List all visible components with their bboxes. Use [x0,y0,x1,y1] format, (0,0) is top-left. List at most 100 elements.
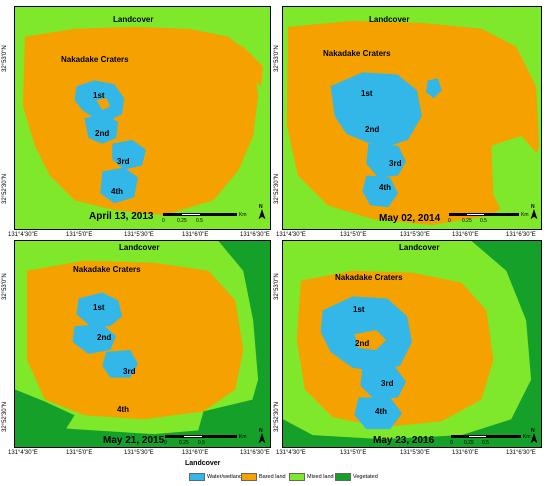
water-3rd [360,365,407,400]
x-tick-bl-4: 131°6'0"E [182,450,209,456]
landcover-title: Landcover [369,15,410,24]
map-panel-2016: Landcover Nakadake Craters 1st 2nd 3rd 4… [282,240,542,448]
map-legend: Landcover Water/wetland Bared land Mixed… [185,460,385,484]
crater-label-2nd: 2nd [95,129,110,138]
y-tick-panel2-b: 32°52'30"N [274,173,280,204]
nakadake-craters-title: Nakadake Craters [61,55,129,64]
north-arrow-icon: N [257,428,267,444]
bared-land-area [22,26,259,216]
x-tick-left-4: 131°6'0"E [182,232,209,238]
map-panel-2014: Landcover Nakadake Craters 1st 2nd 3rd 4… [282,6,542,230]
legend-item-water: Water/wetland [189,473,242,481]
scale-label-025: 0.25 [464,440,474,446]
scale-label-0: 0 [448,218,451,224]
y-tick-panel1-b: 32°52'30"N [2,173,8,204]
scale-label-km: Km [523,434,531,440]
scale-label-0: 0 [162,218,165,224]
scale-label-025: 0.25 [179,440,189,446]
legend-item-vegetated: Vegetated [335,473,378,481]
scale-label-025: 0.25 [462,218,472,224]
crater-label-2nd: 2nd [355,339,370,348]
landcover-map-2013 [15,7,270,229]
date-label: May 21, 2015 [103,435,165,446]
x-tick-left-1: 131°4'30"E [8,232,38,238]
water-crater-2nd [84,114,119,144]
scale-label-0: 0 [164,440,167,446]
x-tick-bl-3: 131°5'30"E [124,450,154,456]
x-tick-br-5: 131°6'30"E [506,450,536,456]
date-label: April 13, 2013 [89,211,154,222]
scale-label-05: 0.5 [198,440,205,446]
crater-label-1st: 1st [93,91,105,100]
y-tick-panel4-a: 32°53'0"N [274,273,280,300]
y-tick-panel2-a: 32°53'0"N [274,45,280,72]
scale-label-0: 0 [450,440,453,446]
mixed-patch-east [491,135,540,229]
crater-label-3rd: 3rd [123,367,136,376]
y-tick-panel1-a: 32°53'0"N [2,45,8,72]
x-tick-left-3: 131°5'30"E [124,232,154,238]
crater-label-3rd: 3rd [117,157,130,166]
water-crater-4th [100,167,139,204]
crater-label-4th: 4th [117,405,129,414]
landcover-title: Landcover [119,243,160,252]
vegetated-swatch [335,473,351,481]
x-tick-br-2: 131°5'0"E [340,450,367,456]
scale-bar: 0 0.25 0.5 Km [164,434,247,447]
x-tick-right-5: 131°6'30"E [506,232,536,238]
bared-land-area [26,260,244,420]
x-tick-bl-2: 131°5'0"E [66,450,93,456]
crater-label-3rd: 3rd [389,159,402,168]
north-arrow-icon: N [257,204,267,220]
scale-bar: 0 0.25 0.5 Km [448,212,531,227]
crater-label-4th: 4th [379,183,391,192]
legend-title: Landcover [185,460,221,467]
x-tick-br-3: 131°5'30"E [400,450,430,456]
crater-label-2nd: 2nd [365,125,380,134]
crater-label-3rd: 3rd [381,379,394,388]
landcover-map-2014 [283,7,541,229]
x-tick-right-1: 131°4'30"E [276,232,306,238]
water-swatch [189,473,205,481]
date-label: May 23, 2016 [373,435,435,446]
water-crater-1st [76,292,123,327]
crater-label-4th: 4th [375,407,387,416]
x-tick-right-4: 131°6'0"E [452,232,479,238]
landcover-map-2016 [283,241,541,447]
x-tick-bl-5: 131°6'30"E [240,450,270,456]
legend-item-mixed: Mixed land [289,473,334,481]
water-crater-3rd [112,139,146,170]
scale-label-km: Km [239,434,247,440]
nakadake-craters-title: Nakadake Craters [335,273,403,282]
x-tick-br-1: 131°4'30"E [276,450,306,456]
north-arrow-icon: N [529,204,539,220]
crater-label-2nd: 2nd [97,333,112,342]
water-crater-2nd [72,324,117,354]
vegetated-lower [15,389,75,447]
legend-item-bared: Bared land [241,473,286,481]
x-tick-bl-1: 131°4'30"E [8,450,38,456]
map-panel-2015: Landcover Nakadake Craters 1st 2nd 3rd 4… [14,240,271,448]
date-label: May 02, 2014 [379,213,441,224]
orange-hole-2nd [354,330,387,350]
scale-label-025: 0.25 [177,218,187,224]
water-3rd [366,143,407,178]
y-tick-panel3-b: 32°52'30"N [2,401,8,432]
crater-label-4th: 4th [111,187,123,196]
nakadake-craters-title: Nakadake Craters [73,265,141,274]
x-tick-right-3: 131°5'30"E [400,232,430,238]
y-tick-panel3-a: 32°53'0"N [2,273,8,300]
scale-label-km: Km [521,212,529,218]
x-tick-left-5: 131°6'30"E [240,232,270,238]
scale-label-05: 0.5 [196,218,203,224]
water-4th [362,175,399,208]
landcover-title: Landcover [399,243,440,252]
mixed-swatch [289,473,305,481]
y-tick-panel4-b: 32°52'30"N [274,401,280,432]
water-4th [354,397,403,430]
scale-label-05: 0.5 [482,440,489,446]
x-tick-right-2: 131°5'0"E [340,232,367,238]
scale-bar: 0 0.25 0.5 Km [162,212,247,227]
map-panel-2013: Landcover Nakadake Craters 1st 2nd 3rd 4… [14,6,271,230]
water-main-lake [330,72,422,146]
